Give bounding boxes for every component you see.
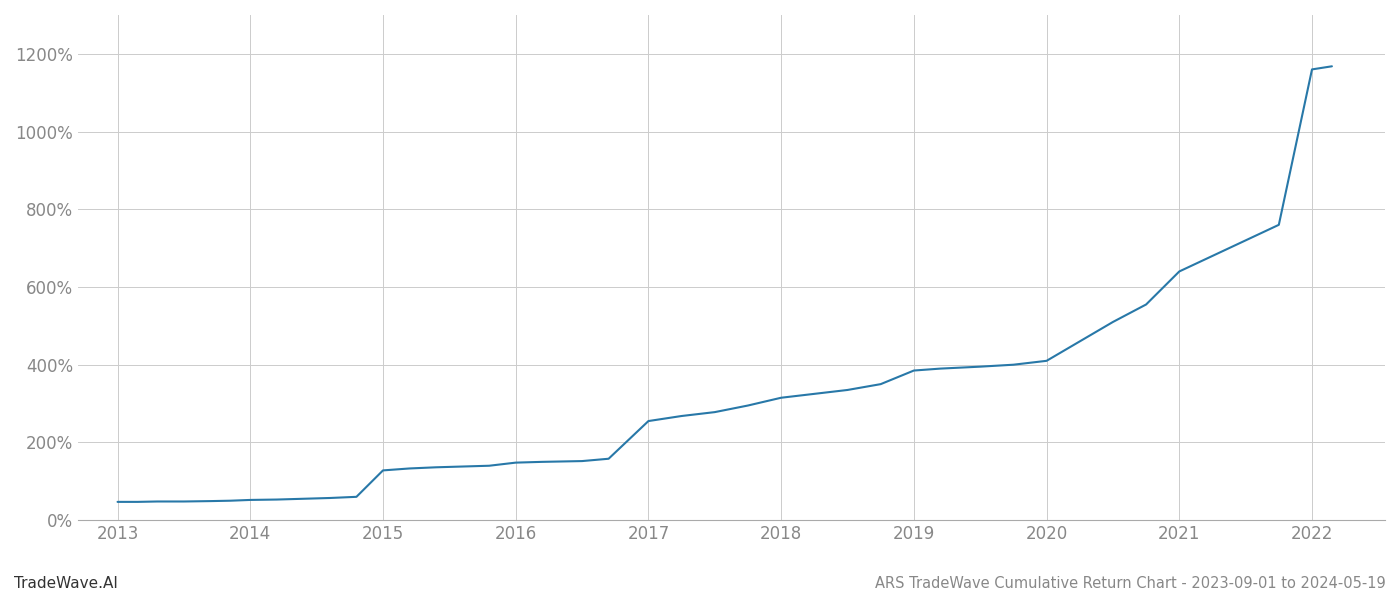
Text: ARS TradeWave Cumulative Return Chart - 2023-09-01 to 2024-05-19: ARS TradeWave Cumulative Return Chart - … — [875, 576, 1386, 591]
Text: TradeWave.AI: TradeWave.AI — [14, 576, 118, 591]
